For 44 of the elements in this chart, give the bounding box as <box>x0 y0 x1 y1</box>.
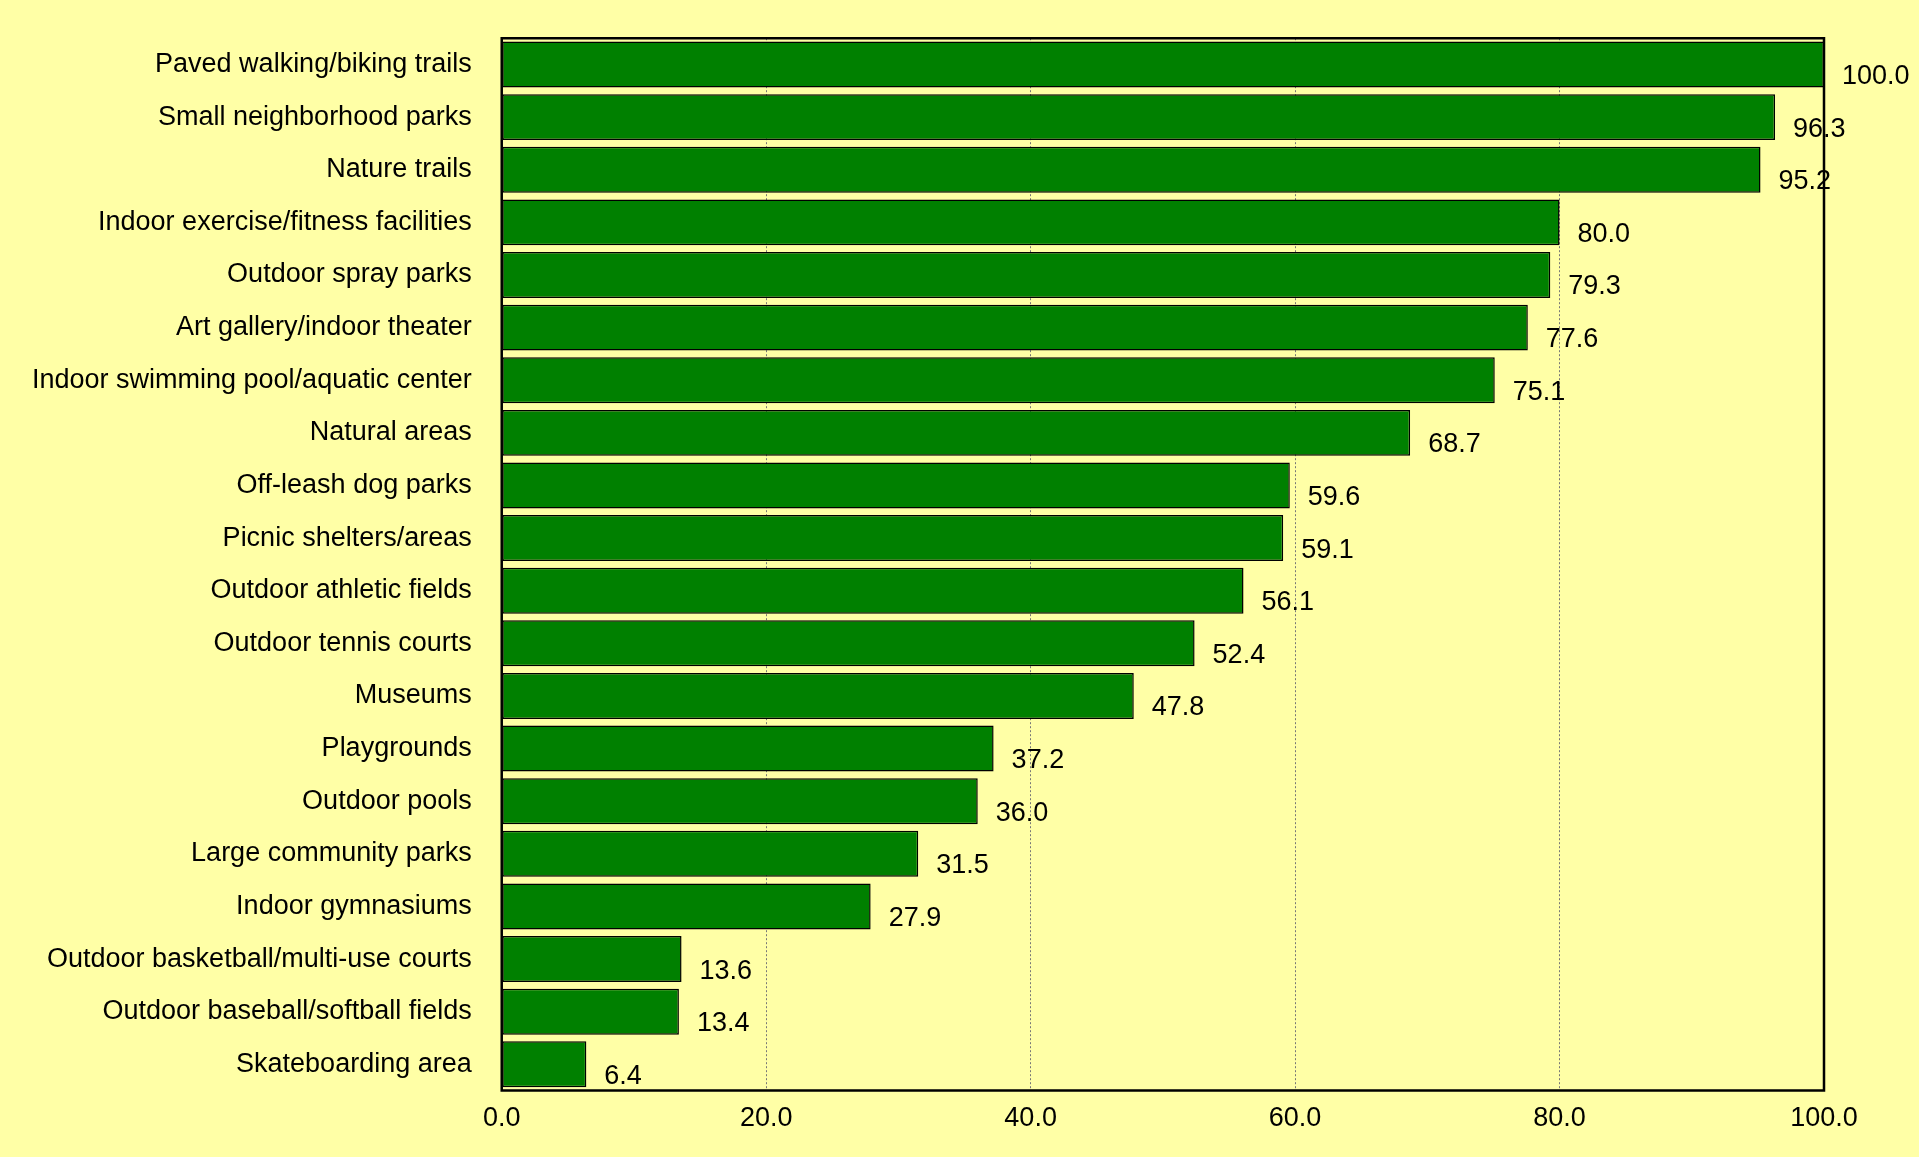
x-tick-label: 100.0 <box>1790 1102 1858 1133</box>
y-tick-label: Indoor exercise/fitness facilities <box>98 205 472 236</box>
y-tick-label: Museums <box>354 679 472 710</box>
y-tick-label: Outdoor basketball/multi-use courts <box>47 942 472 973</box>
y-tick-label: Paved walking/biking trails <box>155 47 472 78</box>
y-tick-label: Outdoor athletic fields <box>210 574 472 605</box>
x-tick-label: 60.0 <box>1268 1102 1322 1133</box>
data-label: 77.6 <box>1545 323 1599 354</box>
data-label: 56.1 <box>1261 586 1315 617</box>
data-label: 52.4 <box>1212 638 1266 669</box>
y-tick-label: Indoor swimming pool/aquatic center <box>31 363 472 394</box>
data-label: 59.6 <box>1307 480 1361 511</box>
data-label: 59.1 <box>1301 533 1354 564</box>
x-tick-label: 80.0 <box>1533 1102 1586 1133</box>
data-label: 36.0 <box>995 796 1049 827</box>
y-tick-label: Skateboarding area <box>236 1047 473 1078</box>
data-label: 37.2 <box>1011 744 1065 775</box>
y-tick-label: Playgrounds <box>321 732 472 763</box>
data-label: 13.6 <box>699 954 753 985</box>
data-label: 75.1 <box>1512 375 1566 406</box>
y-tick-label: Art gallery/indoor theater <box>176 311 472 342</box>
y-tick-label: Nature trails <box>326 153 472 184</box>
y-tick-label: Outdoor baseball/softball fields <box>102 995 472 1026</box>
x-tick-label: 20.0 <box>739 1102 793 1133</box>
data-label: 68.7 <box>1428 428 1481 459</box>
data-label: 27.9 <box>888 901 942 932</box>
data-label: 13.4 <box>696 1007 750 1038</box>
data-label: 31.5 <box>936 849 989 880</box>
data-label: 79.3 <box>1568 270 1621 301</box>
data-label: 80.0 <box>1577 217 1631 248</box>
y-tick-label: Small neighborhood parks <box>158 100 472 131</box>
y-tick-label: Outdoor pools <box>302 784 472 815</box>
y-tick-label: Indoor gymnasiums <box>236 889 472 920</box>
y-tick-label: Outdoor tennis courts <box>213 626 472 657</box>
data-label: 100.0 <box>1842 59 1910 90</box>
x-tick-label: 0.0 <box>482 1102 521 1133</box>
y-tick-label: Picnic shelters/areas <box>222 521 472 552</box>
y-tick-label: Off-leash dog parks <box>236 468 472 499</box>
x-tick-label: 40.0 <box>1004 1102 1057 1133</box>
data-label: 47.8 <box>1151 691 1205 722</box>
y-tick-label: Outdoor spray parks <box>227 258 472 289</box>
y-tick-label: Large community parks <box>191 837 472 868</box>
y-tick-label: Natural areas <box>309 416 472 447</box>
data-label: 6.4 <box>604 1059 642 1090</box>
